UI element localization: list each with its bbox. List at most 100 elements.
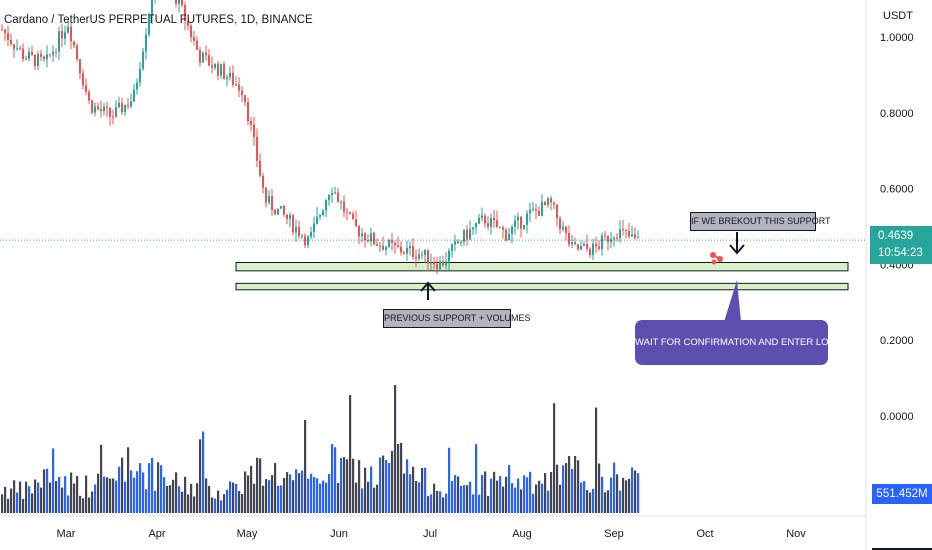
time-tick-label: Apr — [148, 528, 165, 540]
volume-value-badge[interactable]: 551.452M — [872, 484, 932, 504]
candle-body — [298, 226, 300, 237]
candle-body — [139, 68, 141, 83]
breakout-arrow-head — [729, 244, 745, 255]
candle-body — [190, 25, 192, 38]
volume-bar — [100, 444, 103, 513]
candle-body — [61, 31, 63, 39]
candle-body — [634, 234, 636, 239]
volume-bar — [73, 483, 76, 513]
volume-bar — [157, 462, 160, 513]
candle-body — [19, 48, 21, 50]
volume-bar — [538, 480, 541, 513]
entry-callout-bubble[interactable]: WAIT FOR CONFIRMATION AND ENTER LONG — [635, 320, 843, 365]
volume-bar — [217, 490, 220, 513]
volume-bar — [580, 482, 583, 513]
volume-bar — [109, 478, 112, 513]
volume-bar — [487, 495, 490, 513]
candle-body — [436, 264, 438, 270]
price-axis-unit[interactable]: USDT — [883, 10, 913, 22]
candle-body — [580, 246, 582, 250]
candle-body — [394, 243, 396, 246]
volume-bar — [256, 457, 259, 513]
volume-bar — [535, 484, 538, 513]
volume-bar — [61, 487, 64, 513]
volume-bar — [595, 407, 598, 513]
volume-bar — [373, 487, 376, 513]
candle-body — [97, 106, 99, 110]
volume-bar — [526, 477, 529, 513]
breakout-callout[interactable]: IF WE BREKOUT THIS SUPPORT — [690, 212, 831, 231]
price-tick-label: 1.0000 — [880, 32, 914, 44]
support-zone-1[interactable] — [235, 282, 849, 291]
volume-bar — [49, 482, 52, 513]
volume-bar — [64, 476, 67, 513]
current-price-value: 0.4639 — [878, 230, 914, 242]
volume-bar — [277, 485, 280, 513]
candle-body — [250, 121, 252, 125]
volume-bar — [136, 471, 139, 513]
volume-bar — [313, 477, 316, 513]
candle-body — [76, 45, 78, 60]
volume-bar — [112, 478, 115, 513]
volume-bar — [133, 477, 136, 513]
volume-bar — [367, 481, 370, 513]
candle-body — [610, 239, 612, 243]
volume-bar — [181, 491, 184, 513]
candle-body — [526, 213, 528, 225]
current-price-badge[interactable]: 0.4639 10:54:23 — [870, 226, 932, 264]
volume-bar — [628, 478, 631, 513]
candle-body — [505, 229, 507, 241]
volume-bar — [328, 473, 331, 513]
candle-body — [208, 55, 210, 66]
volume-bar — [463, 485, 466, 513]
volume-bar — [22, 498, 25, 513]
candle-body — [280, 206, 282, 209]
support-callout[interactable]: PREVIOUS SUPPORT + VOLUMES — [383, 309, 530, 328]
volume-bar — [55, 480, 58, 513]
volume-bar — [496, 480, 499, 513]
candle-body — [388, 240, 390, 247]
candle-body — [103, 106, 105, 112]
candle-body — [340, 201, 342, 203]
candle-body — [457, 241, 459, 244]
volume-bar — [250, 465, 253, 513]
volume-bar — [175, 472, 178, 513]
support-arrow-head — [420, 281, 436, 292]
volume-bar — [286, 472, 289, 513]
volume-bar — [322, 480, 325, 513]
volume-bar — [454, 475, 457, 513]
volume-bar — [451, 480, 454, 513]
volume-bar — [409, 474, 412, 513]
candle-body — [271, 196, 273, 210]
candle-body — [145, 34, 147, 52]
volume-bar — [484, 471, 487, 513]
volume-bar — [67, 495, 70, 513]
candle-body — [64, 32, 66, 39]
volume-bar — [28, 486, 31, 513]
candle-body — [574, 242, 576, 245]
volume-bar — [7, 498, 10, 513]
volume-bar — [406, 459, 409, 513]
candle-body — [427, 249, 429, 264]
candle-body — [295, 226, 297, 233]
candle-body — [16, 48, 18, 50]
volume-bar — [391, 450, 394, 513]
candle-body — [247, 102, 249, 122]
candle-body — [571, 242, 573, 245]
volume-bar — [511, 483, 514, 513]
candle-body — [331, 193, 333, 196]
volume-bars — [1, 385, 640, 513]
volume-bar — [448, 447, 451, 513]
candle-body — [550, 198, 552, 203]
candle-body — [538, 210, 540, 216]
time-tick-label: Nov — [786, 528, 806, 540]
candle-body — [601, 235, 603, 249]
volume-bar — [379, 457, 382, 513]
volume-bar — [559, 484, 562, 513]
volume-bar — [613, 462, 616, 513]
candle-body — [481, 215, 483, 218]
candle-body — [565, 226, 567, 233]
candle-body — [49, 54, 51, 56]
support-zone-0[interactable] — [235, 262, 849, 272]
